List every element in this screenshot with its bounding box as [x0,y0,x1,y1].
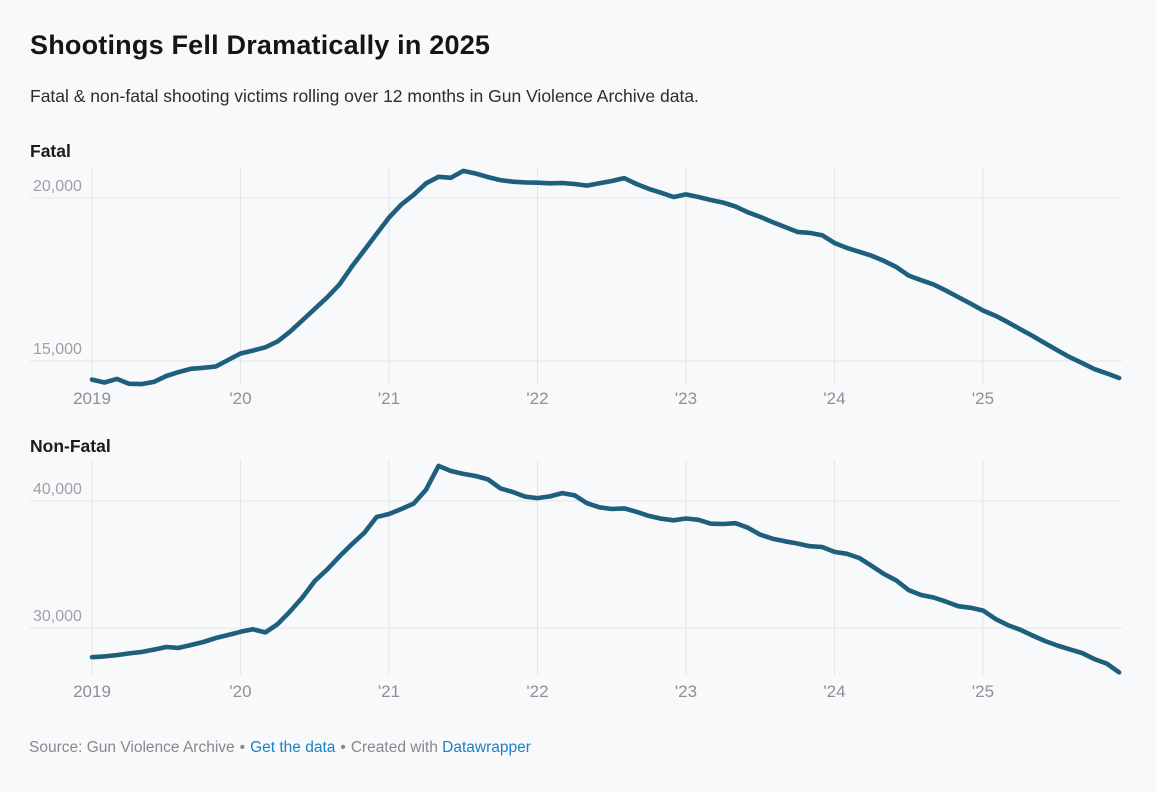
page-subtitle: Fatal & non-fatal shooting victims rolli… [30,86,699,106]
x-tick-label: '24 [823,682,845,701]
y-tick-label: 40,000 [33,481,82,498]
x-tick-label: '20 [229,389,251,408]
fatal-chart-title: Fatal [30,141,71,161]
created-with-text: Created with [350,739,438,756]
y-tick-label: 15,000 [33,341,82,358]
non-fatal-chart-title: Non-Fatal [30,436,111,456]
attribution-footer: Source: Gun Violence Archive • Get the dat… [29,739,531,757]
x-tick-label: '24 [823,389,845,408]
page-title: Shootings Fell Dramatically in 2025 [30,30,491,60]
x-tick-label: 2019 [73,682,111,701]
fatal-chart: 2019 '20 '21 '22 '23 '24 '25 20,000 15,000 [30,168,1122,408]
fatal-line [89,168,1122,387]
x-tick-label: '21 [378,682,400,701]
x-tick-label: '23 [675,682,697,701]
non-fatal-line [89,463,1122,675]
separator-dot: • [239,739,246,756]
x-tick-label: '23 [675,389,697,408]
non-fatal-chart: 2019 '20 '21 '22 '23 '24 '25 40,000 30,000 [30,460,1122,701]
y-tick-label: 20,000 [33,178,82,195]
source-text: Source: Gun Violence Archive [29,739,235,756]
x-tick-label: '25 [972,389,994,408]
y-tick-label: 30,000 [33,608,82,625]
get-the-data-link[interactable]: Get the data [250,739,336,756]
x-tick-label: 2019 [73,389,111,408]
separator-dot: • [340,739,346,756]
x-tick-label: '21 [378,389,400,408]
x-tick-label: '22 [526,389,548,408]
datawrapper-link[interactable]: Datawrapper [442,739,531,756]
x-tick-label: '20 [229,682,251,701]
x-tick-label: '22 [526,682,548,701]
x-tick-label: '25 [972,682,994,701]
